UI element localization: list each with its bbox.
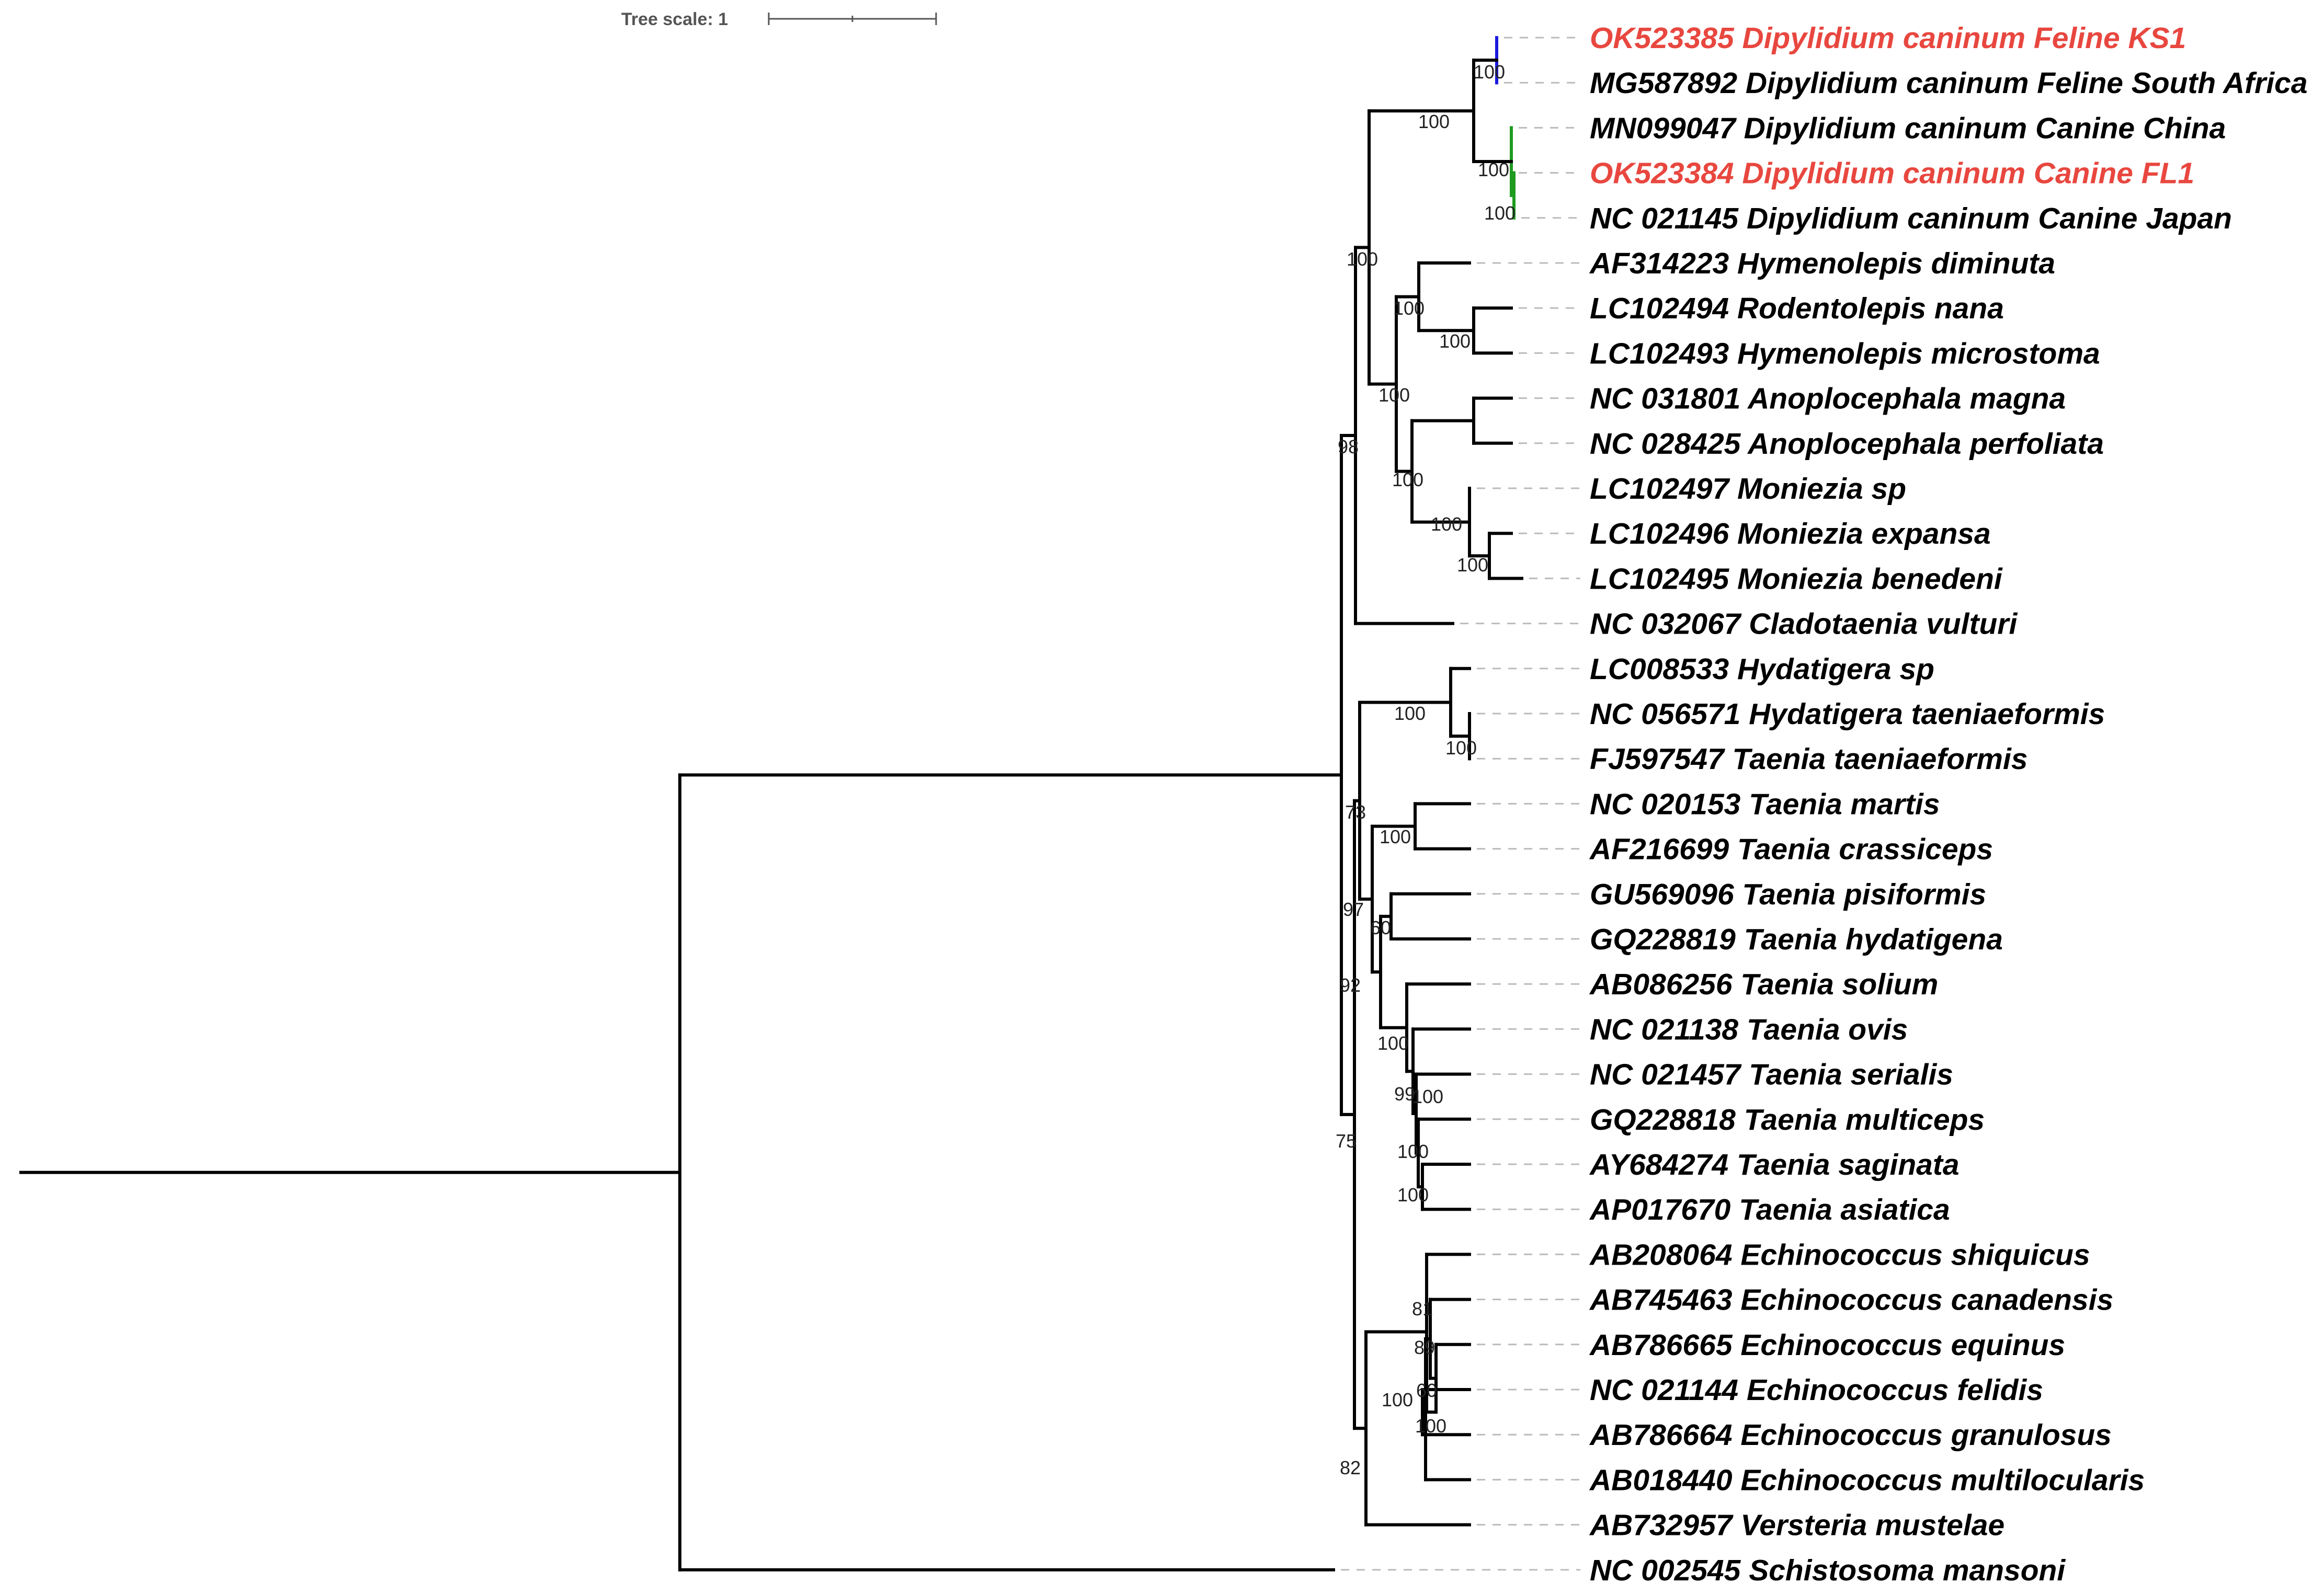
bootstrap-value: 100 xyxy=(1394,703,1426,724)
bootstrap-value: 100 xyxy=(1377,1033,1409,1054)
bootstrap-value: 100 xyxy=(1474,61,1505,83)
leaf-label: LC102497 Moniezia sp xyxy=(1590,472,1906,506)
bootstrap-value: 100 xyxy=(1347,248,1378,270)
leaf-label: NC 031801 Anoplocephala magna xyxy=(1590,382,2066,416)
bootstrap-value: 100 xyxy=(1393,297,1425,319)
leaf-label: NC 021145 Dipylidium caninum Canine Japa… xyxy=(1590,202,2232,235)
leaf-label: AP017670 Taenia asiatica xyxy=(1589,1193,1950,1226)
bootstrap-value: 99 xyxy=(1394,1083,1415,1105)
bootstrap-value: 100 xyxy=(1397,1141,1429,1162)
leaf-label: NC 002545 Schistosoma mansoni xyxy=(1590,1554,2066,1583)
tree-scale-label: Tree scale: 1 xyxy=(621,9,728,29)
leaf-label: GQ228819 Taenia hydatigena xyxy=(1590,923,2003,956)
leaf-label: MG587892 Dipylidium caninum Feline South… xyxy=(1590,66,2308,100)
leaf-label: LC102494 Rodentolepis nana xyxy=(1590,292,2004,325)
guide-lines xyxy=(1341,37,1580,1571)
bootstrap-value: 89 xyxy=(1414,1337,1435,1358)
bootstrap-value: 100 xyxy=(1397,1184,1429,1206)
bootstrap-value: 97 xyxy=(1343,899,1364,920)
leaf-label: GQ228818 Taenia multiceps xyxy=(1590,1103,1985,1137)
leaf-label: LC102496 Moniezia expansa xyxy=(1590,517,1991,550)
bootstrap-values: 1001001001001001001001001001001009810010… xyxy=(1336,61,1516,1478)
bootstrap-value: 92 xyxy=(1340,974,1361,996)
leaf-label: AB018440 Echinococcus multilocularis xyxy=(1589,1463,2145,1497)
leaf-label: LC102495 Moniezia benedeni xyxy=(1590,562,2003,595)
leaf-label: AF314223 Hymenolepis diminuta xyxy=(1589,247,2055,280)
bootstrap-value: 73 xyxy=(1345,801,1366,823)
leaf-label: AY684274 Taenia saginata xyxy=(1589,1148,1960,1181)
leaf-label: NC 028425 Anoplocephala perfoliata xyxy=(1590,427,2104,461)
bootstrap-value: 100 xyxy=(1457,554,1488,576)
bootstrap-value: 60 xyxy=(1416,1380,1437,1401)
leaf-label: AB208064 Echinococcus shiquicus xyxy=(1589,1238,2090,1271)
bootstrap-value: 100 xyxy=(1379,384,1410,406)
bootstrap-value: 100 xyxy=(1431,513,1462,535)
leaf-label: NC 032067 Cladotaenia vulturi xyxy=(1590,607,2018,641)
leaf-labels: OK523385 Dipylidium caninum Feline KS1 MG… xyxy=(1589,21,2308,1583)
leaf-label: NC 021457 Taenia serialis xyxy=(1590,1058,1953,1092)
leaf-label: AB732957 Versteria mustelae xyxy=(1589,1509,2004,1542)
leaf-label: AF216699 Taenia crassiceps xyxy=(1589,833,1993,866)
tree-scale: Tree scale: 1 xyxy=(621,9,937,29)
bootstrap-value: 100 xyxy=(1478,159,1509,180)
leaf-label: FJ597547 Taenia taeniaeformis xyxy=(1590,742,2028,776)
leaf-label: NC 021144 Echinococcus felidis xyxy=(1590,1373,2043,1407)
tree-branches xyxy=(19,36,1523,1571)
bootstrap-value: 100 xyxy=(1392,469,1423,490)
bootstrap-value: 81 xyxy=(1412,1298,1433,1320)
bootstrap-value: 100 xyxy=(1382,1389,1413,1410)
leaf-label: OK523384 Dipylidium caninum Canine FL1 xyxy=(1590,157,2194,190)
leaf-label: LC102493 Hymenolepis microstoma xyxy=(1590,337,2100,370)
leaf-label: NC 021138 Taenia ovis xyxy=(1590,1013,1908,1046)
leaf-label: NC 056571 Hydatigera taeniaeformis xyxy=(1590,697,2105,731)
leaf-label: AB086256 Taenia solium xyxy=(1589,968,1938,1001)
bootstrap-value: 100 xyxy=(1418,111,1450,132)
leaf-label: AB786665 Echinococcus equinus xyxy=(1589,1328,2065,1362)
leaf-label: LC008533 Hydatigera sp xyxy=(1590,652,1934,686)
bootstrap-value: 100 xyxy=(1380,826,1411,847)
leaf-label: GU569096 Taenia pisiformis xyxy=(1590,878,1986,911)
leaf-label: OK523385 Dipylidium caninum Feline KS1 xyxy=(1590,21,2186,55)
leaf-label: MN099047 Dipylidium caninum Canine China xyxy=(1590,111,2226,145)
bootstrap-value: 82 xyxy=(1340,1457,1361,1478)
bootstrap-value: 100 xyxy=(1412,1086,1443,1107)
bootstrap-value: 100 xyxy=(1415,1415,1446,1437)
bootstrap-value: 75 xyxy=(1336,1130,1357,1152)
bootstrap-value: 100 xyxy=(1439,330,1471,352)
leaf-label: NC 020153 Taenia martis xyxy=(1590,787,1940,821)
leaf-label: AB786664 Echinococcus granulosus xyxy=(1589,1418,2112,1452)
bootstrap-value: 100 xyxy=(1445,737,1477,759)
leaf-label: AB745463 Echinococcus canadensis xyxy=(1589,1283,2113,1317)
bootstrap-value: 98 xyxy=(1338,436,1359,457)
bootstrap-value: 100 xyxy=(1484,202,1516,224)
bootstrap-value: 60 xyxy=(1370,917,1391,938)
